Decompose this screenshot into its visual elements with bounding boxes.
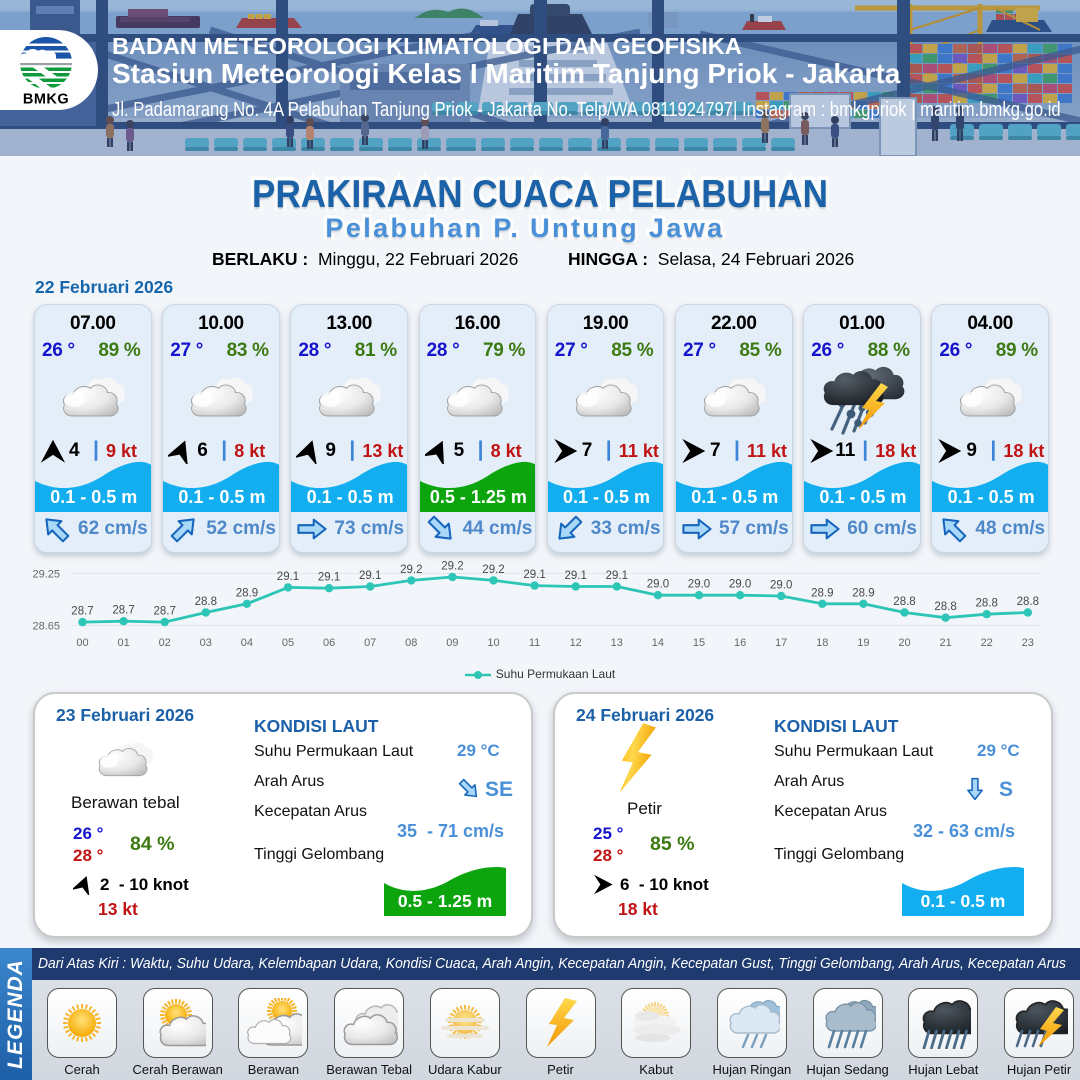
svg-text:21: 21 [939,637,951,649]
svg-text:28.7: 28.7 [112,605,134,617]
svg-text:28.8: 28.8 [976,598,998,610]
svg-text:12: 12 [570,637,582,649]
svg-text:29.2: 29.2 [441,561,463,573]
svg-text:29.0: 29.0 [647,579,669,591]
svg-text:07: 07 [364,637,376,649]
svg-text:28.8: 28.8 [893,596,915,608]
svg-text:05: 05 [282,637,294,649]
svg-text:22: 22 [981,637,993,649]
svg-text:29.0: 29.0 [729,579,751,591]
svg-text:28.8: 28.8 [1017,596,1039,608]
svg-text:19: 19 [857,637,869,649]
svg-text:00: 00 [76,637,88,649]
svg-text:01: 01 [117,637,129,649]
svg-text:29.1: 29.1 [277,571,299,583]
svg-text:29.0: 29.0 [770,580,792,592]
svg-text:29.0: 29.0 [688,579,710,591]
svg-text:02: 02 [159,637,171,649]
svg-text:23: 23 [1022,637,1034,649]
svg-text:18: 18 [816,637,828,649]
svg-text:28.8: 28.8 [934,601,956,613]
svg-text:29.1: 29.1 [606,570,628,582]
svg-text:28.9: 28.9 [236,587,258,599]
svg-text:09: 09 [446,637,458,649]
svg-text:08: 08 [405,637,417,649]
svg-text:29.1: 29.1 [359,570,381,582]
svg-text:06: 06 [323,637,335,649]
svg-text:29.1: 29.1 [318,572,340,584]
svg-text:04: 04 [241,637,253,649]
svg-text:20: 20 [898,637,910,649]
svg-text:BMKG: BMKG [23,92,69,108]
svg-text:13: 13 [611,637,623,649]
svg-text:15: 15 [693,637,705,649]
svg-text:29.2: 29.2 [400,564,422,576]
svg-text:29.2: 29.2 [482,564,504,576]
svg-text:03: 03 [200,637,212,649]
svg-text:16: 16 [734,637,746,649]
svg-text:29.25: 29.25 [32,569,60,581]
svg-text:10: 10 [487,637,499,649]
svg-text:14: 14 [652,637,664,649]
svg-text:11: 11 [529,637,540,649]
svg-text:28.8: 28.8 [195,596,217,608]
svg-text:28.65: 28.65 [32,621,60,633]
svg-text:29.1: 29.1 [565,570,587,582]
svg-text:17: 17 [775,637,787,649]
svg-text:28.9: 28.9 [811,587,833,599]
svg-text:28.7: 28.7 [154,606,176,618]
svg-text:29.1: 29.1 [523,569,545,581]
svg-text:28.7: 28.7 [71,606,93,618]
svg-text:28.9: 28.9 [852,587,874,599]
